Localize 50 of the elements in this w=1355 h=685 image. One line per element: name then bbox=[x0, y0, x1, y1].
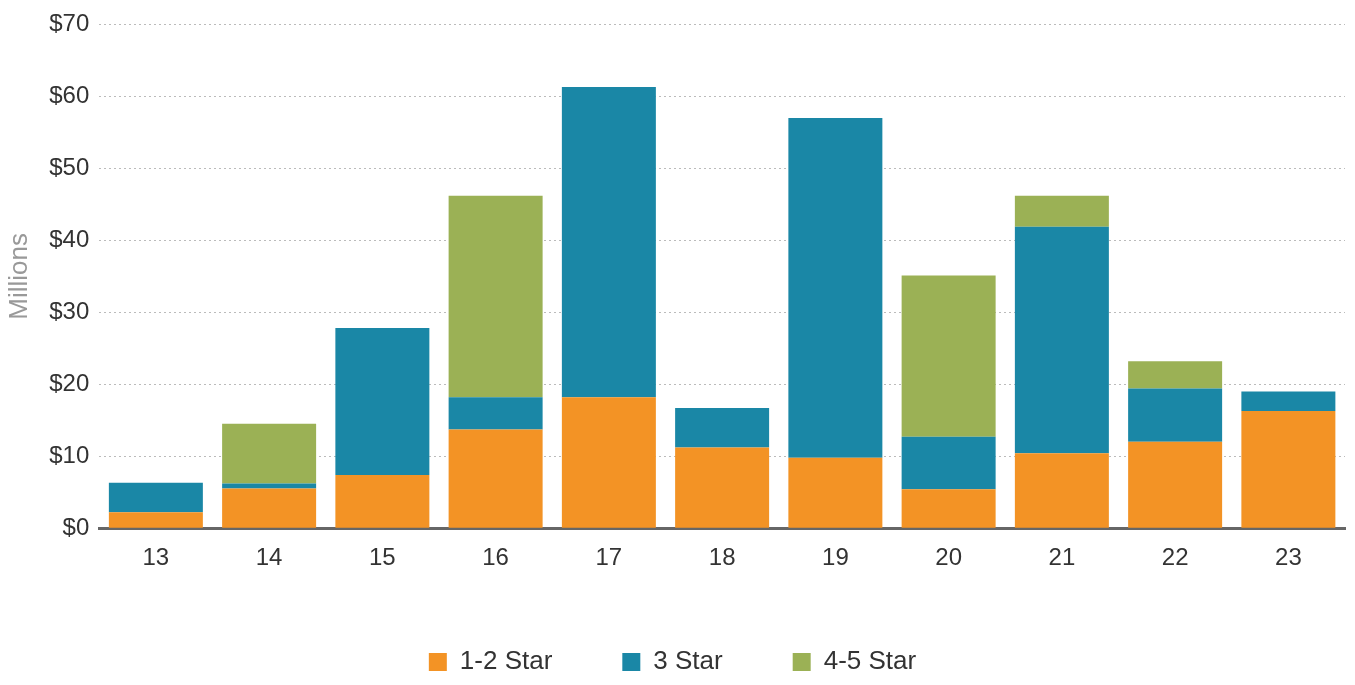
bar bbox=[335, 474, 430, 528]
bar bbox=[675, 447, 770, 528]
bar bbox=[675, 408, 770, 448]
bar bbox=[561, 397, 656, 528]
y-tick-label: $40 bbox=[49, 224, 90, 252]
bar bbox=[901, 436, 996, 490]
bar bbox=[222, 483, 317, 489]
bar bbox=[1014, 453, 1109, 528]
bar bbox=[901, 275, 996, 437]
legend-label: 1-2 Star bbox=[459, 645, 553, 676]
bar bbox=[788, 457, 883, 528]
y-tick-label: $0 bbox=[62, 512, 90, 540]
bar bbox=[1128, 361, 1223, 389]
legend-label: 4-5 Star bbox=[823, 645, 917, 676]
x-tick-label: 13 bbox=[142, 543, 170, 571]
bar bbox=[222, 488, 317, 528]
bar bbox=[222, 423, 317, 484]
y-tick-label: $60 bbox=[49, 81, 90, 108]
y-tick-label: $70 bbox=[49, 9, 90, 37]
x-tick-label: 22 bbox=[1161, 543, 1189, 571]
x-tick-label: 21 bbox=[1048, 543, 1076, 571]
bar bbox=[1014, 226, 1109, 454]
bar bbox=[448, 397, 543, 430]
x-tick-label: 23 bbox=[1275, 543, 1302, 571]
bar bbox=[1241, 410, 1336, 528]
bar bbox=[108, 512, 203, 528]
x-tick-label: 19 bbox=[822, 543, 849, 571]
x-tick-label: 18 bbox=[708, 543, 736, 571]
x-tick-label: 16 bbox=[482, 543, 509, 571]
bar bbox=[448, 195, 543, 398]
y-tick-label: $10 bbox=[49, 440, 90, 468]
bar bbox=[788, 117, 883, 458]
y-tick-label: $20 bbox=[49, 368, 90, 396]
bar bbox=[561, 87, 656, 398]
bar bbox=[448, 429, 543, 528]
x-tick-label: 20 bbox=[935, 543, 962, 571]
x-tick-label: 14 bbox=[255, 543, 283, 571]
x-tick-label: 17 bbox=[595, 543, 623, 571]
x-tick-label: 15 bbox=[369, 543, 396, 571]
bar bbox=[901, 489, 996, 528]
bar bbox=[1128, 388, 1223, 442]
y-axis-title: Millions bbox=[2, 232, 33, 320]
bar bbox=[1014, 195, 1109, 227]
y-tick-label: $30 bbox=[49, 296, 90, 324]
bar bbox=[1241, 391, 1336, 411]
bar bbox=[1128, 441, 1223, 528]
legend-label: 3 Star bbox=[653, 645, 724, 676]
bar bbox=[108, 482, 203, 513]
bar bbox=[335, 328, 430, 475]
y-tick-label: $50 bbox=[49, 152, 90, 180]
